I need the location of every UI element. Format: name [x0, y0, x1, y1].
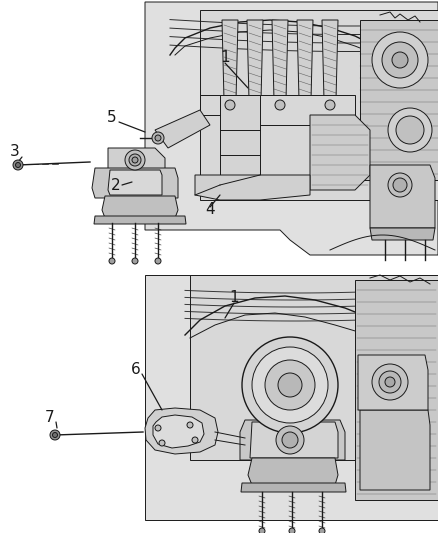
Polygon shape: [247, 20, 263, 100]
Circle shape: [159, 440, 165, 446]
Polygon shape: [108, 148, 165, 170]
Circle shape: [282, 432, 298, 448]
Circle shape: [132, 157, 138, 163]
Text: 4: 4: [205, 203, 215, 217]
Polygon shape: [297, 20, 313, 100]
Circle shape: [276, 426, 304, 454]
Polygon shape: [222, 20, 238, 100]
Circle shape: [155, 425, 161, 431]
Circle shape: [109, 258, 115, 264]
Circle shape: [259, 528, 265, 533]
Polygon shape: [248, 458, 338, 485]
Circle shape: [50, 430, 60, 440]
Polygon shape: [240, 420, 345, 460]
Polygon shape: [200, 95, 355, 125]
Circle shape: [265, 360, 315, 410]
Polygon shape: [92, 168, 178, 198]
Polygon shape: [241, 483, 346, 492]
Polygon shape: [355, 280, 438, 500]
Polygon shape: [153, 415, 204, 448]
Text: 1: 1: [220, 51, 230, 66]
Text: 2: 2: [111, 177, 121, 192]
Polygon shape: [190, 275, 438, 460]
Text: 3: 3: [10, 144, 20, 159]
Circle shape: [319, 528, 325, 533]
Polygon shape: [155, 110, 210, 148]
Polygon shape: [310, 115, 370, 190]
Circle shape: [372, 32, 428, 88]
Circle shape: [382, 42, 418, 78]
Circle shape: [53, 432, 57, 438]
Polygon shape: [145, 408, 218, 454]
Circle shape: [155, 258, 161, 264]
Circle shape: [132, 258, 138, 264]
Polygon shape: [272, 20, 288, 100]
Circle shape: [388, 173, 412, 197]
Circle shape: [388, 108, 432, 152]
Circle shape: [278, 373, 302, 397]
Circle shape: [379, 371, 401, 393]
Polygon shape: [145, 275, 438, 520]
Circle shape: [242, 337, 338, 433]
Circle shape: [393, 178, 407, 192]
Polygon shape: [322, 20, 338, 100]
Polygon shape: [195, 175, 310, 200]
Polygon shape: [370, 228, 435, 240]
Circle shape: [225, 100, 235, 110]
Circle shape: [129, 154, 141, 166]
Polygon shape: [358, 355, 428, 410]
Circle shape: [289, 528, 295, 533]
Polygon shape: [94, 216, 186, 224]
Polygon shape: [360, 410, 430, 490]
Circle shape: [187, 422, 193, 428]
Circle shape: [15, 163, 21, 167]
Circle shape: [275, 100, 285, 110]
Circle shape: [155, 135, 161, 141]
Circle shape: [192, 437, 198, 443]
Circle shape: [396, 116, 424, 144]
Circle shape: [125, 150, 145, 170]
Circle shape: [385, 377, 395, 387]
Polygon shape: [220, 95, 260, 185]
Circle shape: [372, 364, 408, 400]
Polygon shape: [108, 170, 162, 195]
Text: 1: 1: [229, 290, 239, 305]
Circle shape: [325, 100, 335, 110]
Polygon shape: [102, 196, 178, 218]
Polygon shape: [370, 165, 435, 228]
Polygon shape: [250, 422, 338, 458]
Circle shape: [252, 347, 328, 423]
Polygon shape: [360, 20, 438, 180]
Circle shape: [13, 160, 23, 170]
Text: 6: 6: [131, 362, 141, 377]
Circle shape: [392, 52, 408, 68]
Text: 5: 5: [107, 110, 117, 125]
Polygon shape: [145, 2, 438, 255]
Polygon shape: [200, 10, 438, 200]
Circle shape: [152, 132, 164, 144]
Text: 7: 7: [45, 410, 55, 425]
